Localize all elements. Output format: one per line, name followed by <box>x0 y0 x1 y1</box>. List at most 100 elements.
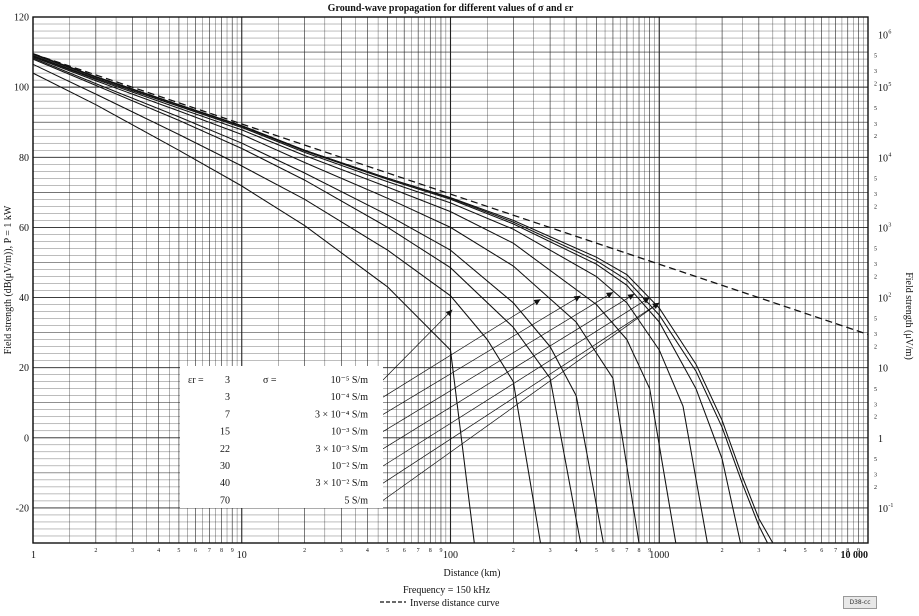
right-axis-minor-label: 3 <box>874 472 877 478</box>
right-axis-minor-label: 3 <box>874 192 877 198</box>
legend-leader-line <box>382 297 650 467</box>
right-axis-label: 1 <box>878 434 883 445</box>
right-axis-minor-label: 5 <box>874 106 877 112</box>
right-axis-exponent: 4 <box>888 152 891 158</box>
right-axis-label: 10 <box>878 83 888 94</box>
legend-eps-value: 40 <box>220 478 230 489</box>
legend-arrowhead <box>533 299 541 306</box>
plot-frame <box>32 16 869 544</box>
curves <box>32 53 869 544</box>
x-minor-tick-label: 3 <box>131 548 134 554</box>
x-tick-label: 100 <box>443 550 458 561</box>
right-axis-label: 10 <box>878 504 888 515</box>
x-minor-tick-label: 2 <box>512 548 515 554</box>
legend-leader-line <box>382 291 614 432</box>
x-minor-tick-label: 4 <box>783 548 786 554</box>
legend-leader-line <box>382 293 635 450</box>
right-axis-label: 10 <box>878 364 888 375</box>
legend-eps-value: 3 <box>225 392 230 403</box>
x-minor-tick-label: 2 <box>721 548 724 554</box>
x-minor-tick-label: 6 <box>611 548 614 554</box>
legend-sigma-value: 3 × 10⁻⁴ S/m <box>315 409 368 420</box>
legend-leader-line <box>382 298 541 398</box>
x-minor-tick-label: 4 <box>157 548 160 554</box>
field-curve-8 <box>32 58 582 544</box>
right-axis-minor-label: 3 <box>874 402 877 408</box>
right-axis-minor-label: 3 <box>874 332 877 338</box>
x-minor-tick-label: 9 <box>439 548 442 554</box>
right-axis-minor-label: 2 <box>874 485 877 491</box>
figure-tag: D38-cc <box>843 596 877 609</box>
frequency-note: Frequency = 150 kHz <box>403 585 491 596</box>
right-axis-minor-label: 5 <box>874 457 877 463</box>
x-axis-label: Distance (km) <box>444 568 501 579</box>
legend-leader-line <box>382 302 660 484</box>
tick-labels: 120 100 80 60 40 20 0 -20 1 10 100 1000 10 000 2 3 4 5 6 7… <box>14 13 893 562</box>
y-tick-label: 20 <box>19 363 29 374</box>
y-tick-label: 120 <box>14 13 29 24</box>
field-curve-6 <box>32 56 640 544</box>
legend-eps-value: 22 <box>220 444 230 455</box>
y-tick-label: -20 <box>16 503 29 514</box>
legend-arrowhead <box>627 294 635 300</box>
x-minor-tick-label: 7 <box>417 548 420 554</box>
right-axis-label: 10 <box>878 31 888 42</box>
right-axis-label: 10 <box>878 223 888 234</box>
x-minor-tick-label: 6 <box>194 548 197 554</box>
legend-leaders <box>382 291 660 501</box>
field-curve-7 <box>32 57 604 544</box>
legend-leader-line <box>382 302 660 501</box>
legend-sigma-value: 3 × 10⁻³ S/m <box>315 444 368 455</box>
x-minor-tick-label: 3 <box>340 548 343 554</box>
legend-arrowhead <box>445 309 453 317</box>
right-axis-minor-label: 5 <box>874 317 877 323</box>
legend-sigma-value: 3 × 10⁻² S/m <box>315 478 368 489</box>
right-axis-minor-label: 3 <box>874 122 877 128</box>
legend: εr = σ = 3 10⁻⁵ S/m 3 10⁻⁴ S/m 7 3 × 10⁻⁴ S/m 15… <box>188 375 368 506</box>
legend-leader-line <box>382 295 581 415</box>
x-minor-tick-label: 8 <box>220 548 223 554</box>
legend-eps-value: 7 <box>225 409 230 420</box>
right-axis-minor-label: 2 <box>874 345 877 351</box>
x-tick-label: 1 <box>31 550 36 561</box>
legend-eps-value: 15 <box>220 427 230 438</box>
right-axis-label: 10 <box>878 294 888 305</box>
legend-eps-value: 3 <box>225 375 230 386</box>
legend-arrowhead <box>652 302 660 309</box>
x-minor-tick-label: 6 <box>403 548 406 554</box>
x-minor-tick-label: 8 <box>846 548 849 554</box>
x-minor-tick-label: 4 <box>575 548 578 554</box>
right-axis-exponent: -1 <box>888 503 893 509</box>
legend-eps-value: 30 <box>220 461 230 472</box>
y-tick-label: 80 <box>19 153 29 164</box>
right-axis-minor-label: 2 <box>874 134 877 140</box>
legend-sigma-value: 10⁻² S/m <box>331 461 368 472</box>
y-tick-label: 40 <box>19 293 29 304</box>
legend-eps-value: 70 <box>220 495 230 506</box>
x-minor-tick-label: 5 <box>804 548 807 554</box>
field-curve-3 <box>32 54 742 544</box>
legend-sigma-header: σ = <box>263 375 277 386</box>
inverse-distance-curve <box>32 53 869 336</box>
legend-sigma-value: 5 S/m <box>344 495 368 506</box>
field-curve-5 <box>32 55 677 544</box>
legend-arrowhead <box>642 297 650 304</box>
chart-title: Ground-wave propagation for different va… <box>328 3 574 14</box>
legend-sigma-value: 10⁻³ S/m <box>331 427 368 438</box>
x-minor-tick-label: 3 <box>549 548 552 554</box>
right-axis-exponent: 6 <box>888 30 891 36</box>
legend-arrowhead <box>605 292 613 299</box>
x-minor-tick-label: 8 <box>638 548 641 554</box>
x-minor-tick-label: 5 <box>595 548 598 554</box>
right-axis-minor-label: 3 <box>874 69 877 75</box>
y-axis-label-right: Field strength (μV/m) <box>903 272 914 360</box>
field-curve-10 <box>32 72 475 544</box>
y-axis-label-left: Field strength (dB(μV/m)), P = 1 kW <box>3 205 14 354</box>
right-axis-minor-label: 3 <box>874 262 877 268</box>
x-minor-tick-label: 6 <box>820 548 823 554</box>
x-minor-tick-label: 7 <box>625 548 628 554</box>
right-axis-minor-label: 2 <box>874 415 877 421</box>
legend-leader-line <box>382 309 453 381</box>
field-curve-4 <box>32 55 708 544</box>
